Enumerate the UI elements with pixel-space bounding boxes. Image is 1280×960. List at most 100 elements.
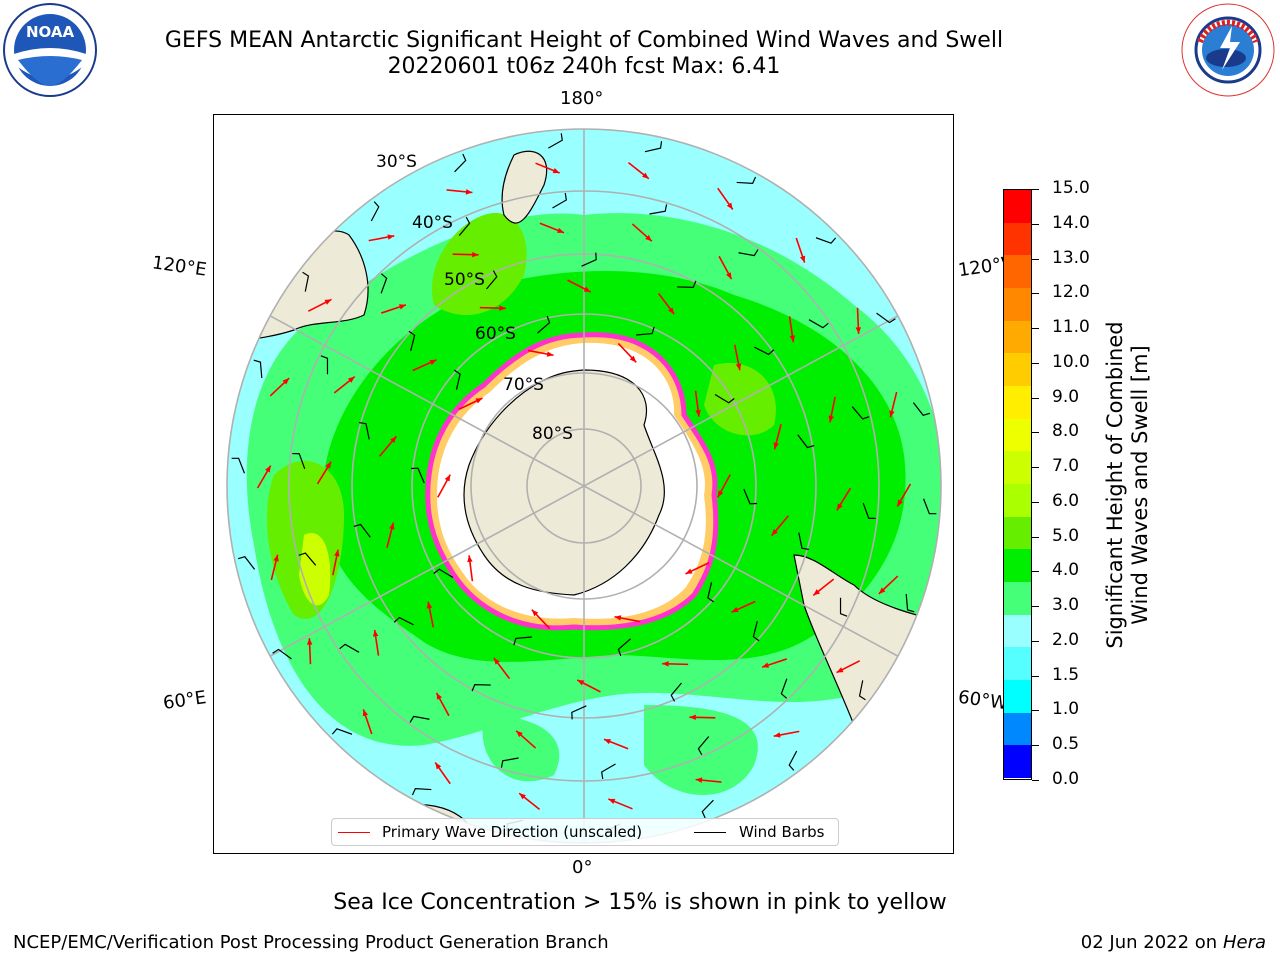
colorbar-segment (1004, 287, 1031, 321)
wave-arrow-head (334, 549, 340, 557)
colorbar-tick (1032, 780, 1039, 781)
colorbar-tick (1032, 536, 1039, 538)
wind-barb (237, 556, 256, 570)
colorbar-tick-label: 0.0 (1052, 769, 1080, 789)
wave-arrow-head (467, 555, 473, 563)
wind-barb (601, 763, 616, 780)
wave-arrow-head (828, 415, 834, 423)
colorbar-segment (1004, 451, 1031, 484)
colorbar-tick-label: 4.0 (1052, 560, 1080, 581)
map-panel (213, 114, 954, 854)
colorbar-tick-label: 0.5 (1052, 734, 1080, 755)
wind-barb (701, 799, 714, 819)
wave-arrow-head (789, 335, 796, 343)
wave-arrow-head (717, 490, 724, 498)
wave-arrow-head (325, 461, 332, 469)
wave-arrow-head (642, 172, 649, 179)
colorbar-tick-label: 5.0 (1052, 525, 1080, 546)
wave-arrow-head (577, 679, 585, 686)
wave-arrow-head (762, 662, 770, 668)
wind-barb (714, 393, 735, 404)
wind-barb (839, 597, 848, 617)
wind-barb (617, 638, 631, 657)
wind-barb (458, 216, 471, 236)
colorbar-tick-label: 9.0 (1052, 386, 1080, 407)
wind-barb (292, 452, 306, 469)
wind-barb (636, 326, 655, 336)
wave-arrow-head (726, 202, 733, 210)
colorbar-segment (1004, 614, 1031, 648)
colorbar-tick-label: 1.5 (1052, 664, 1080, 685)
wind-barb (298, 552, 317, 566)
lon-label-60e: 60°E (161, 687, 208, 714)
wave-arrow-head (398, 304, 406, 310)
wind-barb (876, 312, 896, 324)
wind-barb (912, 402, 931, 416)
lon-label-120e: 120°E (150, 252, 208, 281)
wind-barb (736, 176, 757, 184)
wind-barb (393, 616, 414, 626)
colorbar-tick (1032, 501, 1039, 503)
colorbar-tick (1032, 571, 1039, 573)
wind-barb (513, 636, 532, 646)
polar-map (226, 128, 942, 844)
colorbar-tick-label: 7.0 (1052, 456, 1080, 477)
wave-arrow-head (273, 554, 279, 562)
colorbar-tick-label: 13.0 (1052, 247, 1090, 268)
wave-arrow-head (475, 398, 483, 404)
footer-date: 02 Jun 2022 on Hera (1081, 932, 1266, 953)
wave-arrow-head (583, 286, 591, 293)
wave-arrow-head (436, 692, 442, 700)
colorbar-segment (1004, 385, 1031, 419)
wave-arrow-head (614, 615, 622, 621)
wind-barb (409, 715, 430, 723)
wave-arrow-head (735, 363, 742, 371)
wave-arrow-head (265, 465, 271, 473)
wind-barb (743, 488, 758, 505)
wave-arrow-head (389, 522, 395, 530)
colorbar-segment (1004, 745, 1031, 778)
wave-arrow-head (685, 568, 693, 574)
wind-barb (454, 153, 467, 173)
wind-barb (370, 201, 380, 222)
chart-title: GEFS MEAN Antarctic Significant Height o… (164, 28, 1004, 53)
lat-label-70s: 70°S (503, 375, 544, 395)
wind-barb (752, 621, 760, 642)
wave-arrow-head (472, 251, 479, 258)
wind-barb (537, 315, 551, 334)
colorbar-label-line2: Wind Waves and Swell [m] (1128, 345, 1152, 625)
map-legend: Primary Wave Direction (unscaled) Wind B… (331, 818, 839, 846)
wind-barb (858, 680, 866, 701)
wind-barb (851, 406, 870, 420)
lat-label-50s: 50°S (444, 270, 485, 290)
colorbar-tick-label: 2.0 (1052, 629, 1080, 650)
colorbar-tick-label: 10.0 (1052, 351, 1090, 372)
wind-barb-swatch (694, 832, 726, 833)
colorbar-segment (1004, 483, 1031, 517)
wind-barb (500, 757, 519, 768)
wind-barb (798, 532, 809, 551)
wind-barb (302, 271, 310, 292)
colorbar-segment (1004, 549, 1031, 582)
lon-label-180: 180° (560, 88, 604, 109)
wave-arrow-head (546, 351, 554, 357)
colorbar-segment (1004, 712, 1031, 746)
colorbar-tick (1032, 467, 1039, 469)
wind-barb (331, 728, 353, 735)
lon-label-0: 0° (572, 857, 593, 878)
wave-arrow-head (372, 629, 379, 637)
colorbar-tick (1032, 710, 1039, 712)
wind-barb (754, 346, 775, 356)
colorbar-segment (1004, 516, 1031, 550)
colorbar-segment (1004, 647, 1031, 680)
wind-barb (433, 568, 454, 579)
wave-arrow-head (731, 607, 739, 613)
lat-label-60s: 60°S (475, 324, 516, 344)
colorbar-tick (1032, 293, 1039, 295)
wave-arrow-head (603, 739, 611, 745)
wave-arrow-head (726, 272, 732, 280)
wave-arrow-head (444, 474, 451, 482)
wave-arrow-head (306, 638, 313, 645)
colorbar-segment (1004, 581, 1031, 615)
wave-arrow-head (629, 355, 637, 363)
